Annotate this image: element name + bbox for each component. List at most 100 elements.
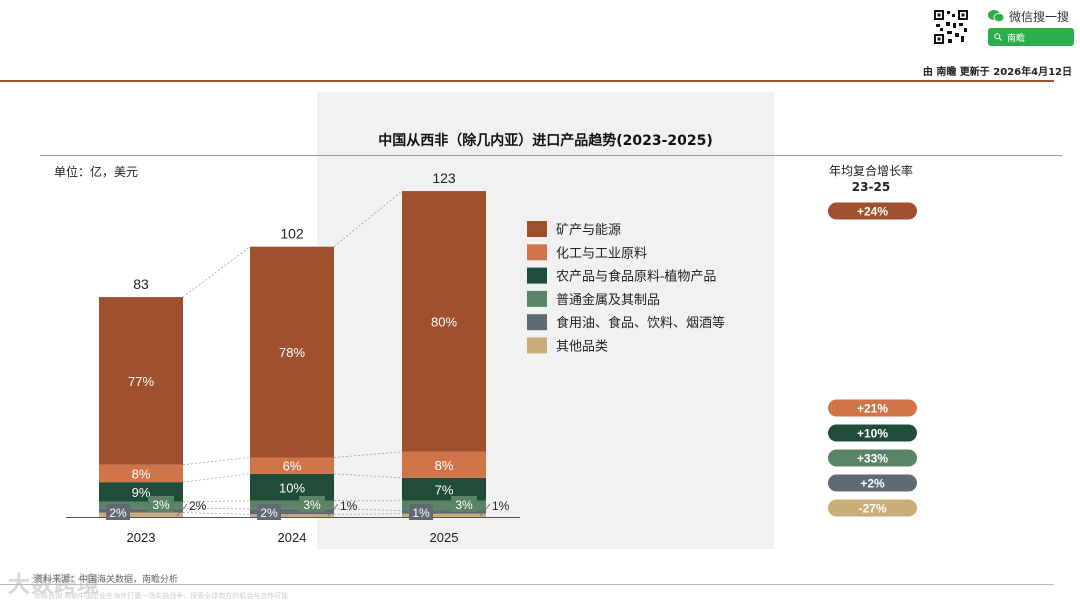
segment-label: 3% [455,498,473,512]
watermark-text: 大数跨境 [8,573,101,598]
cagr-pill [828,449,917,467]
bar-segment [250,500,334,509]
connector-line [182,457,251,466]
legend-swatch [527,337,547,354]
qr-code-icon[interactable] [933,9,969,45]
bar-segment [402,477,486,501]
connector-line [333,190,403,247]
segment-label-box [148,496,174,512]
segment-label: 8% [435,458,454,473]
bar-segment [250,457,334,474]
segment-label: 3% [303,498,321,512]
segment-label-box [409,504,433,520]
category-label: 2025 [430,530,459,545]
cagr-period: 23-25 [851,180,891,194]
connector-line [333,473,403,479]
source-note: 资料来源：中国海关数据，南瞻分析 [34,575,179,585]
footer-divider [0,584,1054,585]
bar-segment [99,297,183,465]
cagr-value: +2% [860,477,885,491]
connector-line [182,507,251,510]
wechat-search-text: 南瞻 [1007,33,1026,44]
segment-label: 1% [340,499,358,513]
segment-label: 9% [132,485,151,500]
chart-title: 中国从西非（除几内亚）进口产品趋势(2023-2025) [378,133,713,149]
cagr-value: -27% [858,502,886,516]
update-info: 由 南瞻 更新于 2026年4月12日 [922,67,1072,78]
search-icon [994,33,1002,41]
legend-swatch [527,314,547,331]
wechat-icon [988,10,1004,23]
bar-segment [250,508,334,515]
total-label: 83 [133,276,149,292]
segment-label: 3% [152,498,170,512]
segment-label: 10% [279,480,305,495]
bar-segment [99,508,183,513]
legend-label: 矿产与能源 [556,223,621,238]
legend-label: 普通金属及其制品 [556,292,660,308]
segment-label: 1% [492,499,510,513]
legend-swatch [527,244,547,261]
segment-label: 8% [132,466,151,481]
cagr-pill [828,424,917,442]
cagr-pill [828,202,917,220]
cagr-value: +21% [857,402,888,416]
leader-line [176,503,188,517]
segment-label: 2% [189,499,207,513]
leader-line [479,503,491,517]
wechat-label: 微信搜一搜 [1009,9,1070,24]
segment-label-box [106,504,130,520]
cagr-title: 年均复合增长率 [828,164,913,178]
connector-line [333,513,403,515]
leader-line [327,503,339,517]
legend-label: 化工与工业原料 [556,246,647,261]
bar-segment [402,510,486,514]
connector-line [182,473,251,483]
legend-label: 农产品与食品原料-植物产品 [556,269,716,285]
cagr-pill [828,474,917,492]
cagr-value: +10% [857,427,888,441]
cagr-pill [828,499,917,517]
legend-label: 食用油、食品、饮料、烟酒等 [556,315,725,331]
segment-label-box [451,496,477,512]
connector-line [182,512,251,515]
bar-segment [99,512,183,517]
category-label: 2024 [278,530,307,545]
bar-segment [250,514,334,517]
connector-line [333,508,403,511]
legend-label: 其他品类 [556,340,608,355]
segment-label: 2% [260,506,278,520]
bar-segment [402,191,486,452]
category-label: 2023 [127,530,156,545]
header-divider [0,80,1054,82]
segment-label: 1% [412,506,430,520]
legend-swatch [527,221,547,237]
total-label: 123 [432,170,456,186]
cagr-header: 年均复合增长率 23-25 [812,163,930,195]
segment-label: 6% [283,459,302,474]
connector-line [182,500,251,503]
segment-label: 2% [109,506,127,520]
cagr-value: +24% [857,205,888,219]
bar-segment [250,246,334,458]
segment-label: 80% [431,314,457,329]
wechat-search-widget[interactable]: 微信搜一搜 南瞻 [988,8,1074,46]
bar-segment [402,451,486,478]
cagr-pill [828,399,917,417]
unit-label: 单位：亿，美元 [54,165,139,179]
wechat-search-box[interactable]: 南瞻 [988,28,1074,46]
segment-label: 78% [279,345,305,360]
connector-line [333,451,403,458]
disclaimer: 南瞻咨询 帮助中国企业在海外打赢一场实施战争，探索全球南方的机会与合作可能 [34,592,289,600]
segment-label-box [299,496,325,512]
legend-swatch [527,267,547,284]
bar-segment [99,501,183,509]
segment-label: 7% [435,482,454,497]
segment-label: 77% [128,374,154,389]
connector-line [182,246,251,298]
cagr-value: +33% [857,452,888,466]
bar-segment [99,464,183,483]
total-label: 102 [280,226,304,242]
title-divider [40,155,1062,156]
